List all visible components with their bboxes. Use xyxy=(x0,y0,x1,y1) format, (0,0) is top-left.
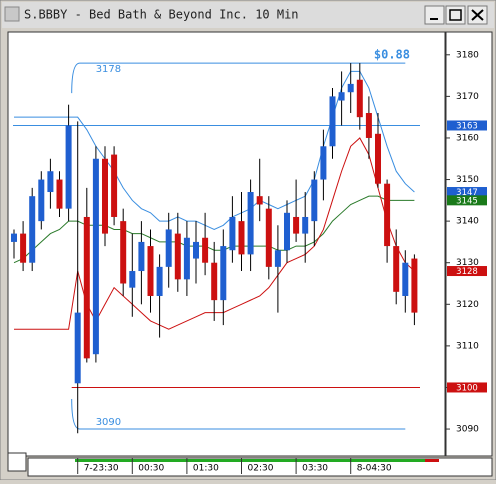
x-tick-label: 02:30 xyxy=(248,464,274,474)
candle-body xyxy=(11,233,17,242)
range-low-line xyxy=(71,399,406,430)
candle-body xyxy=(211,262,218,301)
candle-body xyxy=(347,83,354,93)
window-buttons[interactable] xyxy=(424,5,488,25)
candle-body xyxy=(138,241,145,272)
price-marker xyxy=(447,266,487,277)
y-tick-label: 3160 xyxy=(456,133,479,143)
x-tick-label: 01:30 xyxy=(193,464,219,474)
y-tick-label: 3090 xyxy=(456,425,479,435)
candle-body xyxy=(83,216,90,359)
price-marker-label: 3128 xyxy=(456,267,478,277)
candle-body xyxy=(65,125,72,209)
candle-body xyxy=(47,171,54,193)
candle-body xyxy=(111,154,118,217)
candle-body xyxy=(393,246,400,292)
candle-body xyxy=(356,79,363,118)
x-tick-label: 8-04:30 xyxy=(357,464,392,474)
candle-body xyxy=(402,262,409,296)
candle-body xyxy=(202,237,209,263)
candle-body xyxy=(193,241,199,259)
candle-body xyxy=(411,258,418,313)
candle-body xyxy=(156,266,163,296)
y-tick-label: 3130 xyxy=(456,258,479,268)
candle-body xyxy=(92,158,99,355)
candle-body xyxy=(247,192,254,255)
x-tick-label: 00:30 xyxy=(138,464,164,474)
candle-body xyxy=(129,271,136,288)
annotation: $0.88 xyxy=(374,48,410,62)
candle-body xyxy=(120,221,127,284)
y-tick-label: 3180 xyxy=(456,50,479,60)
price-marker-label: 3145 xyxy=(456,196,478,206)
candle-body xyxy=(329,96,336,147)
candle-body xyxy=(365,113,372,138)
candle-body xyxy=(74,312,81,384)
maximize-button[interactable] xyxy=(445,5,466,25)
candle-body xyxy=(183,237,190,280)
candle-body xyxy=(338,92,345,101)
x-tick-label: 7-23:30 xyxy=(84,464,119,474)
candle-body xyxy=(238,221,245,255)
price-marker-label: 3100 xyxy=(456,383,478,393)
candle-body xyxy=(302,216,309,234)
price-marker xyxy=(447,195,487,206)
candle-body xyxy=(384,183,391,247)
candle-body xyxy=(38,179,45,222)
range-low-label: 3090 xyxy=(96,417,121,428)
candle-body xyxy=(320,146,327,180)
candle-body xyxy=(174,233,181,280)
price-marker-label: 3147 xyxy=(456,188,478,198)
candle-body xyxy=(229,216,236,251)
candle-body xyxy=(165,229,172,267)
candle-body xyxy=(29,196,36,263)
x-tick-label: 03:30 xyxy=(302,464,328,474)
price-marker xyxy=(447,382,487,393)
candle-body xyxy=(265,208,272,267)
time-axis-area xyxy=(27,457,493,477)
candle-body xyxy=(311,179,318,222)
candle-body xyxy=(220,246,227,301)
close-glyph xyxy=(471,9,484,21)
candle-body xyxy=(56,179,63,209)
candle-body xyxy=(256,196,263,205)
y-tick-label: 3140 xyxy=(456,217,479,227)
indicator-line xyxy=(14,70,415,230)
y-tick-label: 3150 xyxy=(456,175,479,185)
candle-body xyxy=(284,212,290,251)
price-marker xyxy=(447,120,487,131)
window-title: S.BBBY - Bed Bath & Beyond Inc. 10 Min xyxy=(24,8,299,22)
candle-body xyxy=(274,250,281,267)
minimize-button[interactable] xyxy=(424,5,445,25)
candle-body xyxy=(147,246,154,296)
range-high-label: 3178 xyxy=(96,64,121,75)
y-tick-label: 3110 xyxy=(456,341,479,351)
y-tick-label: 3170 xyxy=(456,92,479,102)
maximize-glyph xyxy=(449,9,462,21)
price-marker xyxy=(447,187,487,198)
time-axis-bar xyxy=(75,459,425,462)
y-tick-label: 3120 xyxy=(456,300,479,310)
time-axis-bar-end xyxy=(425,459,439,462)
price-marker-label: 3163 xyxy=(456,121,478,131)
window-icon xyxy=(4,6,20,22)
title-bar xyxy=(2,2,494,28)
candle-body xyxy=(375,133,381,184)
candle-body xyxy=(293,216,300,234)
corner-box[interactable] xyxy=(7,452,27,472)
range-high-line xyxy=(71,62,406,94)
plot-area xyxy=(7,31,446,457)
candle-body xyxy=(102,158,108,234)
candle-body xyxy=(20,233,27,263)
